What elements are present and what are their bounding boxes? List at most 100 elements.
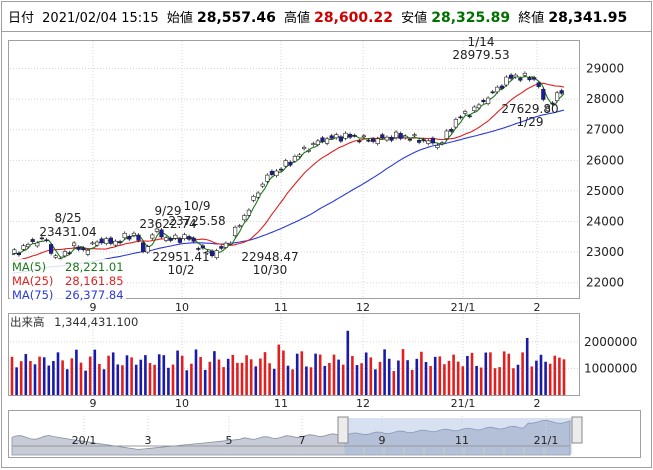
volume-bar <box>332 354 336 395</box>
candle-down <box>416 140 422 143</box>
navigator-right-handle[interactable] <box>571 416 583 444</box>
volume-bar <box>203 369 207 395</box>
price-panel <box>8 40 580 299</box>
volume-bar <box>328 363 331 395</box>
candle-up <box>265 174 270 182</box>
candle-up <box>412 134 417 136</box>
svg-text:MA(25) 28,161.85: MA(25) 28,161.85 <box>12 274 124 288</box>
candle-up <box>85 249 90 255</box>
volume-bar <box>208 361 212 395</box>
ma25-value: 28,161.85 <box>65 274 124 288</box>
candle-down <box>288 161 293 166</box>
candle-down <box>458 116 463 119</box>
price-tick-label: 26000 <box>586 153 624 167</box>
candle-down <box>200 245 206 249</box>
candle-down <box>141 242 146 252</box>
volume-bar <box>438 356 442 395</box>
candle-down <box>187 236 192 240</box>
volume-bar <box>199 357 202 395</box>
volume-value: 1,344,431.100 <box>54 315 138 329</box>
volume-bar <box>116 364 120 395</box>
volume-bar <box>180 355 184 395</box>
price-tick-label: 23000 <box>586 245 624 259</box>
candle-up <box>164 237 169 241</box>
navigator-tick-label: 7 <box>299 434 306 447</box>
axes-labels: 22000 23000 24000 25000 26000 27000 28000 29000… <box>90 62 638 410</box>
volume-bar <box>98 363 101 395</box>
candle-up <box>444 130 449 139</box>
candle-down <box>48 244 54 254</box>
candle-down <box>527 77 532 81</box>
volume-bar <box>29 360 32 395</box>
volume-bar <box>185 370 189 395</box>
volume-bar <box>351 356 354 395</box>
volume-bar <box>378 361 382 395</box>
volume-label: 出来高 <box>10 315 45 329</box>
volume-bar <box>130 357 133 395</box>
svg-text:MA(5) 28,221.01: MA(5) 28,221.01 <box>12 260 124 274</box>
candle-up <box>255 192 261 198</box>
volume-bar <box>70 358 74 395</box>
candle-down <box>398 133 403 139</box>
volume-bar <box>263 352 267 395</box>
volume-bar <box>144 355 147 395</box>
volume-bar <box>176 350 179 395</box>
volume-bar <box>466 355 469 395</box>
volume-bar <box>479 367 483 395</box>
annotation-date: 9/29 <box>155 204 182 218</box>
candle-up <box>472 106 477 111</box>
candle-up <box>131 232 137 236</box>
candle-up <box>311 143 316 145</box>
navigator[interactable]: 20/1 3 5 7 9 11 21/1 <box>11 416 583 456</box>
annotation-value: 23431.04 <box>39 225 96 239</box>
candle-up <box>233 226 238 237</box>
candle-down <box>30 239 35 242</box>
volume-bar <box>245 355 248 395</box>
price-tick-label: 25000 <box>586 184 624 198</box>
candle-up <box>453 119 459 128</box>
candle-up <box>393 131 399 139</box>
volume-bar <box>525 337 529 395</box>
volume-bar <box>236 362 239 395</box>
volume-bar <box>410 369 414 395</box>
volume-x-tick-label: 2 <box>534 397 541 410</box>
candles <box>12 71 564 262</box>
volume-x-tick-label: 21/1 <box>451 397 476 410</box>
volume-bar <box>254 366 258 395</box>
candle-down <box>559 90 564 94</box>
volume-bar <box>272 368 276 395</box>
candle-down <box>191 237 196 242</box>
ma75-value: 26,377.84 <box>65 288 124 302</box>
volume-bar <box>507 353 511 395</box>
price-tick-label: 29000 <box>586 62 624 76</box>
candle-up <box>205 251 210 254</box>
ma25-line <box>11 82 565 262</box>
volume-bar <box>360 363 363 395</box>
candle-up <box>384 136 390 141</box>
volume-bar <box>33 364 37 395</box>
price-tick-label: 28000 <box>586 92 624 106</box>
annotation-date: 10/30 <box>253 263 288 277</box>
volume-bar <box>502 351 506 395</box>
navigator-tick-label: 20/1 <box>72 434 97 447</box>
candle-up <box>214 250 219 259</box>
volume-bar <box>148 363 152 395</box>
candle-up <box>53 255 58 258</box>
volume-bar <box>470 352 474 395</box>
candle-down <box>357 140 362 143</box>
navigator-selection <box>344 418 572 454</box>
navigator-left-handle[interactable] <box>337 416 349 444</box>
volume-bar <box>79 362 83 395</box>
volume-bar <box>65 369 69 395</box>
candle-up <box>306 150 311 152</box>
candle-up <box>223 242 229 248</box>
candle-down <box>490 91 495 94</box>
volume-bar <box>213 351 216 395</box>
volume-bar <box>456 361 460 395</box>
candle-down <box>508 74 514 79</box>
candle-up <box>237 225 242 228</box>
candle-up <box>182 234 187 239</box>
candle-up <box>315 140 321 145</box>
candle-up <box>292 155 298 162</box>
